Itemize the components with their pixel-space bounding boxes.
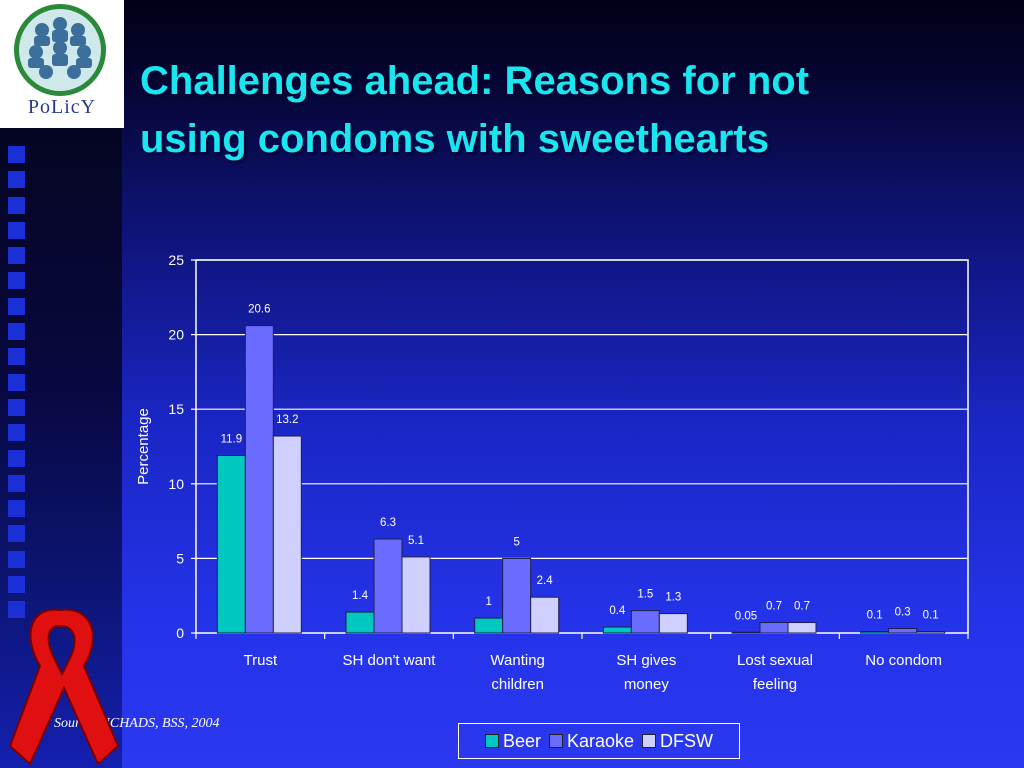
- slide-title: Challenges ahead: Reasons for not using …: [140, 52, 1000, 168]
- y-tick-label-5: 5: [176, 550, 184, 566]
- data-label-karaoke-2: 5: [513, 536, 519, 548]
- x-tick-label-4-0: Lost sexual: [737, 652, 813, 669]
- bar-karaoke-4: [759, 622, 789, 634]
- bar-beer-2: [474, 617, 504, 634]
- bar-beer-1: [345, 611, 375, 634]
- data-label-karaoke-0: 20.6: [248, 304, 270, 316]
- red-ribbon-icon: [8, 608, 120, 766]
- legend-item-dfsw: DFSW: [642, 731, 713, 752]
- bar-dfsw-5: [916, 631, 946, 634]
- bar-karaoke-5: [888, 628, 918, 634]
- x-tick-label-0-0: Trust: [244, 652, 278, 669]
- logo-wordmark: PoLicY: [27, 96, 97, 118]
- bar-beer-4: [731, 631, 761, 634]
- legend-label-beer: Beer: [502, 730, 541, 751]
- x-tick-label-2-1: children: [491, 676, 544, 693]
- data-label-beer-2: 1: [485, 596, 491, 608]
- y-tick-label-15: 15: [168, 401, 184, 417]
- bar-dfsw-3: [658, 613, 688, 634]
- bar-dfsw-1: [401, 556, 431, 634]
- y-tick-label-25: 25: [168, 252, 184, 268]
- bar-beer-0: [216, 454, 246, 634]
- legend-swatch-dfsw: [642, 734, 657, 748]
- y-tick-label-0: 0: [176, 625, 184, 641]
- data-label-karaoke-5: 0.3: [895, 607, 911, 619]
- x-tick-label-1-0: SH don't want: [343, 652, 437, 669]
- chart-legend: Beer Karaoke DFSW: [458, 723, 740, 759]
- title-line-1: Challenges ahead: Reasons for not: [140, 59, 810, 103]
- data-label-karaoke-3: 1.5: [637, 589, 653, 601]
- data-label-dfsw-5: 0.1: [923, 610, 939, 622]
- y-tick-label-20: 20: [168, 327, 184, 343]
- data-label-dfsw-4: 0.7: [794, 601, 810, 613]
- data-label-beer-5: 0.1: [867, 610, 883, 622]
- y-tick-label-10: 10: [168, 476, 184, 492]
- data-label-beer-3: 0.4: [609, 605, 626, 617]
- bar-karaoke-3: [630, 610, 660, 634]
- legend-item-beer: Beer: [484, 730, 541, 752]
- bar-karaoke-1: [373, 538, 403, 634]
- data-label-dfsw-1: 5.1: [408, 535, 424, 547]
- policy-logo: PoLicY: [0, 0, 124, 128]
- x-tick-label-2-0: Wanting: [490, 652, 544, 669]
- decorative-squares: [8, 146, 26, 627]
- title-line-2: using condoms with sweethearts: [140, 117, 770, 161]
- x-tick-label-4-1: feeling: [753, 676, 797, 693]
- bar-dfsw-0: [272, 435, 302, 634]
- data-label-dfsw-2: 2.4: [537, 575, 554, 587]
- bar-dfsw-2: [530, 596, 560, 634]
- data-label-beer-4: 0.05: [735, 610, 757, 622]
- data-label-karaoke-1: 6.3: [380, 517, 396, 529]
- legend-swatch-beer: [484, 734, 499, 748]
- data-label-beer-1: 1.4: [352, 590, 369, 602]
- data-label-karaoke-4: 0.7: [766, 601, 782, 613]
- x-tick-label-5-0: No condom: [865, 652, 942, 669]
- data-label-beer-0: 11.9: [221, 433, 243, 445]
- bar-beer-5: [860, 631, 890, 634]
- legend-label-karaoke: Karaoke: [566, 730, 635, 751]
- bar-beer-3: [602, 626, 632, 634]
- plot-frame: [195, 259, 969, 634]
- bar-karaoke-0: [244, 325, 274, 634]
- legend-item-karaoke: Karaoke: [548, 730, 635, 752]
- data-label-dfsw-3: 1.3: [665, 592, 681, 604]
- x-tick-label-3-0: SH gives: [616, 652, 676, 669]
- bar-dfsw-4: [787, 622, 817, 634]
- y-axis-label: Percentage: [135, 408, 152, 485]
- legend-label-dfsw: DFSW: [660, 730, 714, 751]
- legend-swatch-karaoke: [548, 734, 563, 748]
- x-tick-label-3-1: money: [624, 676, 670, 693]
- bar-karaoke-2: [502, 557, 532, 634]
- data-label-dfsw-0: 13.2: [276, 414, 298, 426]
